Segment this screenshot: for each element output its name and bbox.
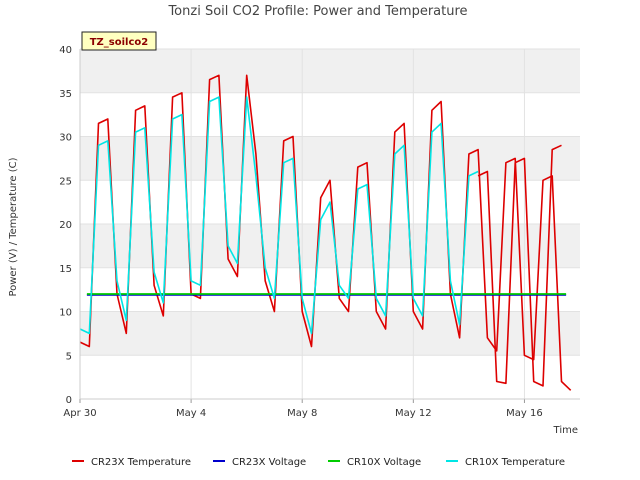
legend-label: CR10X Voltage	[347, 457, 421, 468]
legend: CR23X Temperature CR23X Voltage CR10X Volt…	[72, 457, 565, 468]
y-tick-label: 10	[59, 308, 72, 319]
x-tick-label: Apr 30	[63, 408, 96, 419]
y-axis-title: Power (V) / Temperature (C)	[8, 157, 19, 296]
x-tick-label: May 12	[395, 408, 432, 419]
background-band	[80, 49, 580, 93]
x-tick-label: May 8	[287, 408, 317, 419]
series-line-cr10x-temperature	[79, 96, 479, 335]
legend-label: CR23X Voltage	[232, 457, 306, 468]
axes: 0 5 10 15 20 25 30 35 40 Apr 30 May 4 May 8 May 12 Ma…	[59, 45, 580, 419]
badge-label: TZ_soilco2	[90, 37, 149, 48]
y-tick-label: 15	[59, 264, 72, 275]
x-tick-label: May 16	[506, 408, 543, 419]
x-tick-label: May 4	[176, 408, 206, 419]
chart-title: Tonzi Soil CO2 Profile: Power and Temper…	[167, 4, 467, 19]
legend-label: CR23X Temperature	[91, 457, 191, 468]
y-tick-label: 25	[59, 176, 72, 187]
y-tick-label: 0	[66, 395, 72, 406]
background-band	[80, 224, 580, 268]
series-line-cr23x-temperature	[79, 74, 572, 391]
legend-label: CR10X Temperature	[465, 457, 565, 468]
background-band	[80, 311, 580, 356]
series-layer	[79, 74, 572, 391]
background-band	[80, 136, 580, 181]
y-tick-label: 5	[66, 351, 72, 362]
y-tick-label: 35	[59, 89, 72, 100]
y-tick-label: 40	[59, 45, 72, 56]
y-tick-label: 20	[59, 220, 72, 231]
series-line-cr23x-temperature-tail	[477, 144, 562, 387]
x-axis-title: Time	[553, 425, 578, 436]
badge: TZ_soilco2	[81, 31, 157, 51]
y-tick-label: 30	[59, 133, 72, 144]
